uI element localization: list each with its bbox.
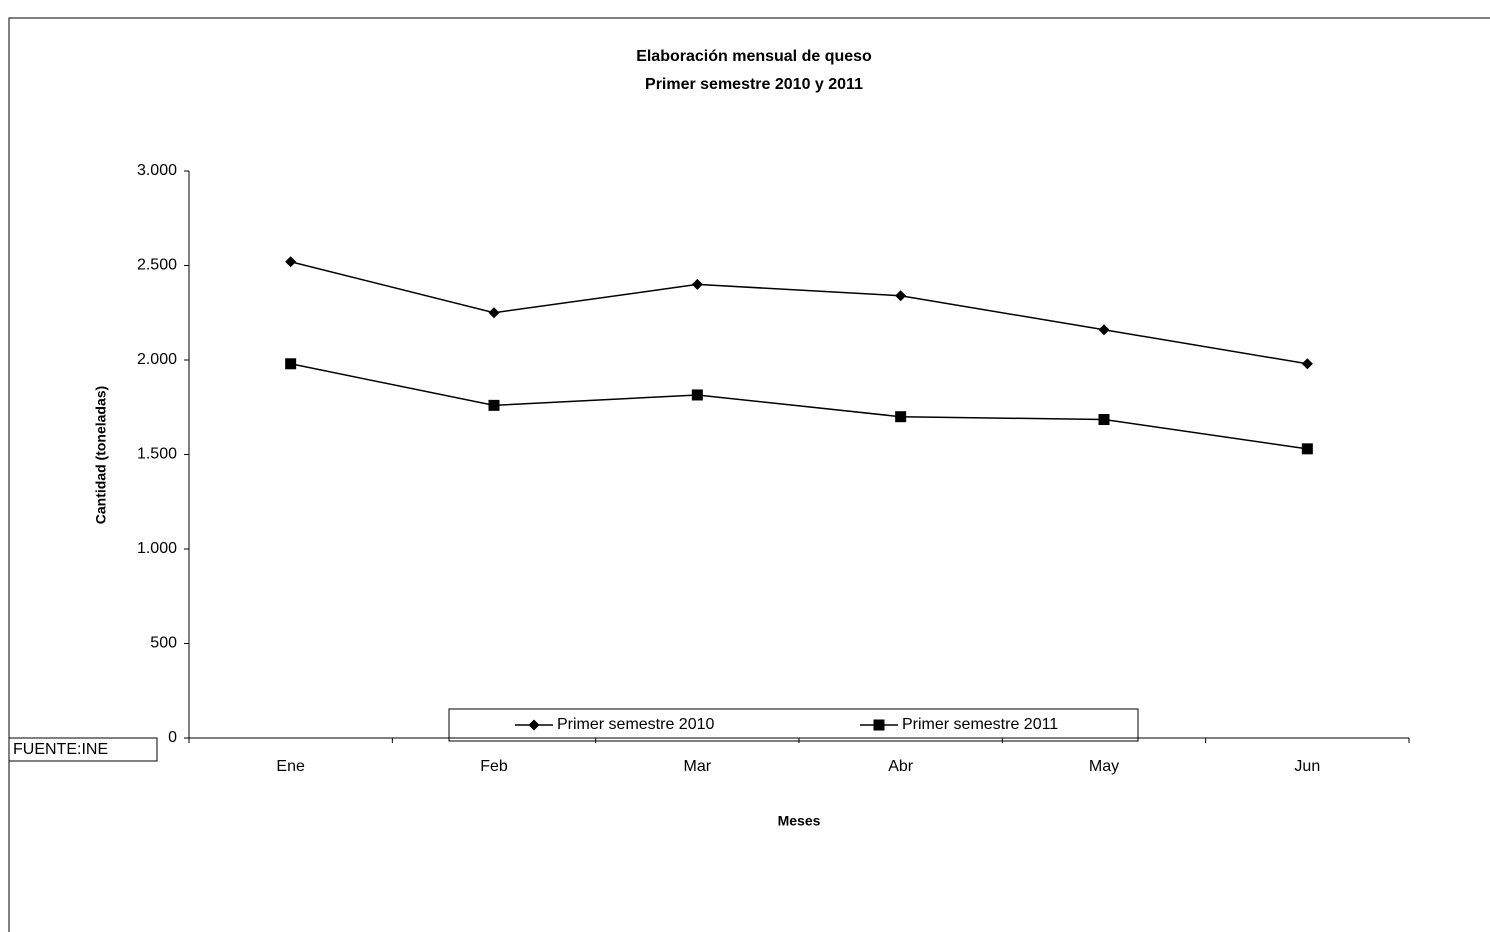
marker — [285, 256, 297, 268]
marker — [873, 719, 885, 731]
source-box — [8, 737, 158, 762]
chart-frame — [8, 17, 1490, 932]
chart-title: Elaboración mensual de queso — [636, 48, 872, 65]
marker — [691, 278, 703, 290]
x-tick-label: Ene — [276, 758, 305, 775]
marker — [1098, 414, 1110, 426]
marker — [895, 290, 907, 302]
marker — [1098, 324, 1110, 336]
marker — [1301, 358, 1313, 370]
legend-label: Primer semestre 2011 — [902, 716, 1058, 733]
x-tick-label: Feb — [480, 758, 508, 775]
marker — [1301, 443, 1313, 455]
marker — [488, 399, 500, 411]
marker — [528, 719, 540, 731]
y-axis-label: Cantidad (toneladas) — [93, 386, 109, 524]
line — [290, 260, 1308, 365]
y-tick-label: 3.000 — [137, 162, 177, 179]
x-tick-label: May — [1089, 758, 1119, 775]
y-tick-label: 2.500 — [137, 257, 177, 274]
y-tick-label: 500 — [150, 635, 177, 652]
y-tick-label: 0 — [168, 729, 177, 746]
y-tick-label: 1.000 — [137, 540, 177, 557]
marker — [895, 411, 907, 423]
x-tick-label: Jun — [1294, 758, 1320, 775]
x-axis-label: Meses — [778, 813, 821, 829]
x-tick-label: Abr — [888, 758, 914, 775]
legend-label: Primer semestre 2010 — [557, 716, 714, 733]
marker — [691, 389, 703, 401]
chart-subtitle: Primer semestre 2010 y 2011 — [645, 76, 863, 93]
marker — [488, 307, 500, 319]
y-tick-label: 1.500 — [137, 446, 177, 463]
y-tick-label: 2.000 — [137, 351, 177, 368]
legend-box — [448, 708, 1139, 742]
marker — [285, 358, 297, 370]
line — [290, 363, 1308, 450]
source-note: FUENTE:INE — [13, 741, 108, 758]
x-tick-label: Mar — [684, 758, 712, 775]
